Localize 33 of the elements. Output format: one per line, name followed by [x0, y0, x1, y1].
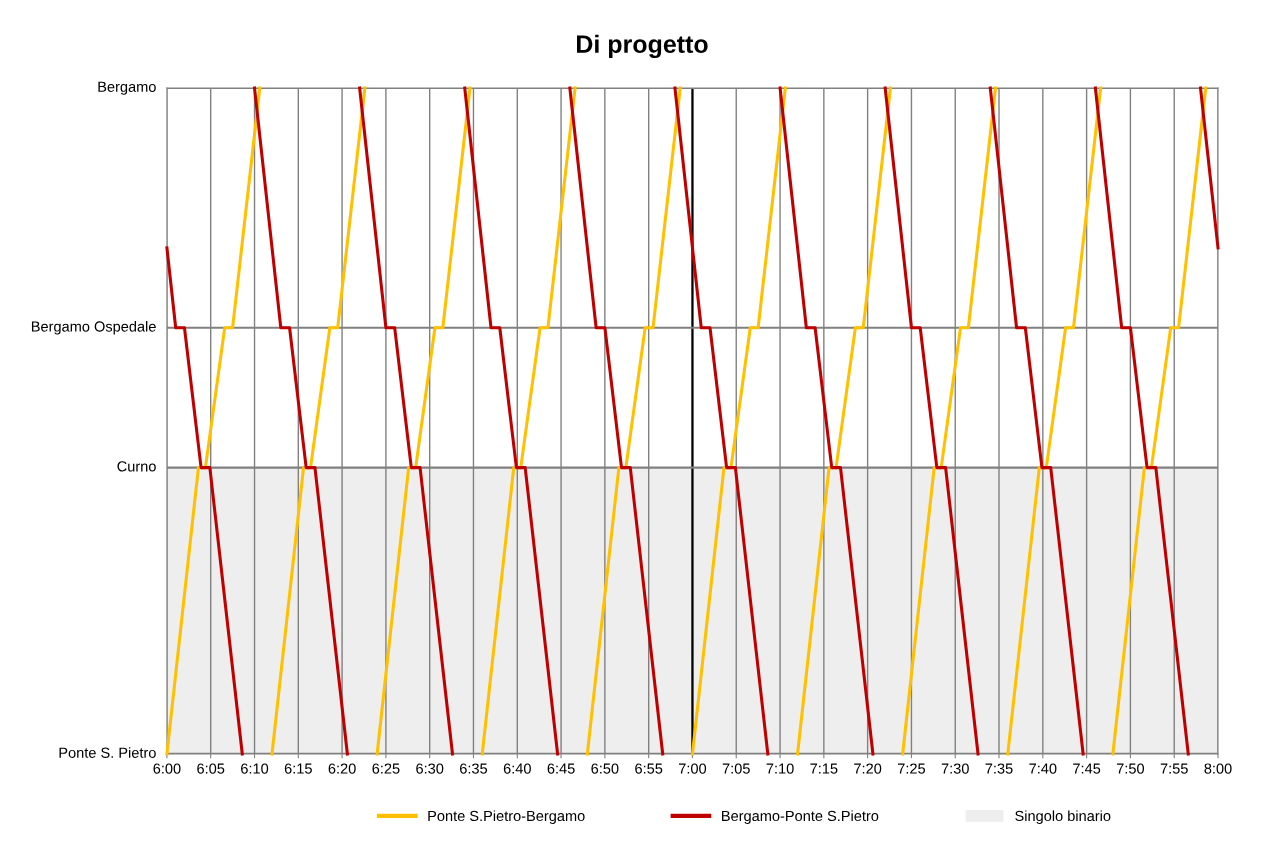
x-tick-label: 7:15: [810, 763, 838, 774]
x-tick-label: 6:35: [460, 763, 488, 774]
x-tick-label: 6:45: [547, 763, 575, 774]
x-tick-label: 6:40: [503, 763, 531, 774]
x-tick-label: 6:50: [591, 763, 619, 774]
x-tick-label: 7:50: [1116, 763, 1145, 774]
x-tick-label: 6:30: [416, 763, 444, 774]
x-tick-label: 6:25: [372, 763, 400, 774]
x-tick-label: 7:55: [1160, 763, 1188, 774]
chart-title: Di progetto: [577, 34, 708, 59]
x-tick-label: 6:15: [284, 763, 312, 774]
x-tick-label: 6:55: [635, 763, 663, 774]
x-tick-label: 6:20: [328, 763, 356, 774]
x-tick-label: 6:05: [197, 763, 225, 774]
x-tick-label: 7:10: [766, 763, 794, 774]
ref-line-label: Curno: [117, 461, 156, 472]
x-tick-label: 7:05: [722, 763, 750, 774]
legend-label: Bergamo-Ponte S.Pietro: [722, 810, 879, 824]
x-tick-label: 7:00: [679, 763, 707, 774]
x-tick-label: 6:00: [153, 763, 181, 774]
x-tick-label: 7:35: [985, 763, 1013, 774]
x-tick-label: 8:00: [1204, 763, 1232, 774]
legend-label: Singolo binario: [1015, 810, 1111, 824]
x-tick-label: 7:30: [941, 763, 969, 774]
x-tick-label: 6:10: [241, 763, 269, 774]
ref-line-label: Bergamo: [98, 81, 156, 95]
x-tick-label: 7:20: [854, 763, 882, 774]
x-tick-label: 7:40: [1029, 763, 1057, 774]
x-tick-label: 7:25: [898, 763, 926, 774]
ref-line-label: Bergamo Ospedale: [31, 320, 156, 335]
ref-line-label: Ponte S. Pietro: [59, 747, 156, 758]
x-tick-label: 7:45: [1073, 763, 1101, 774]
legend-label: Ponte S.Pietro-Bergamo: [428, 810, 585, 824]
